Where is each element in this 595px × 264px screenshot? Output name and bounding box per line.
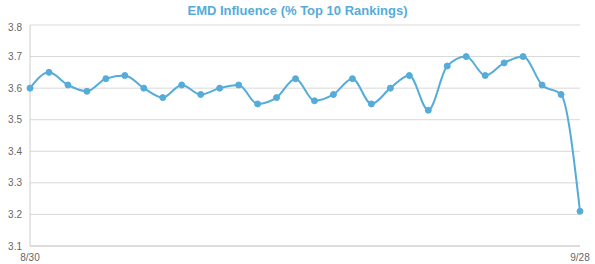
- svg-text:3.1: 3.1: [8, 241, 22, 252]
- svg-text:3.7: 3.7: [8, 51, 22, 62]
- svg-text:8/30: 8/30: [20, 252, 40, 263]
- svg-text:3.6: 3.6: [8, 83, 22, 94]
- svg-text:3.3: 3.3: [8, 177, 22, 188]
- svg-text:3.8: 3.8: [8, 22, 22, 33]
- svg-text:3.4: 3.4: [8, 146, 22, 157]
- html-text:EMD Influence (% Top 10 Rankin: EMD Influence (% Top 10 Rankings): [187, 3, 408, 18]
- svg-text:3.5: 3.5: [8, 114, 22, 125]
- svg-text:9/28: 9/28: [570, 252, 587, 263]
- svg-text:3.2: 3.2: [8, 209, 22, 220]
